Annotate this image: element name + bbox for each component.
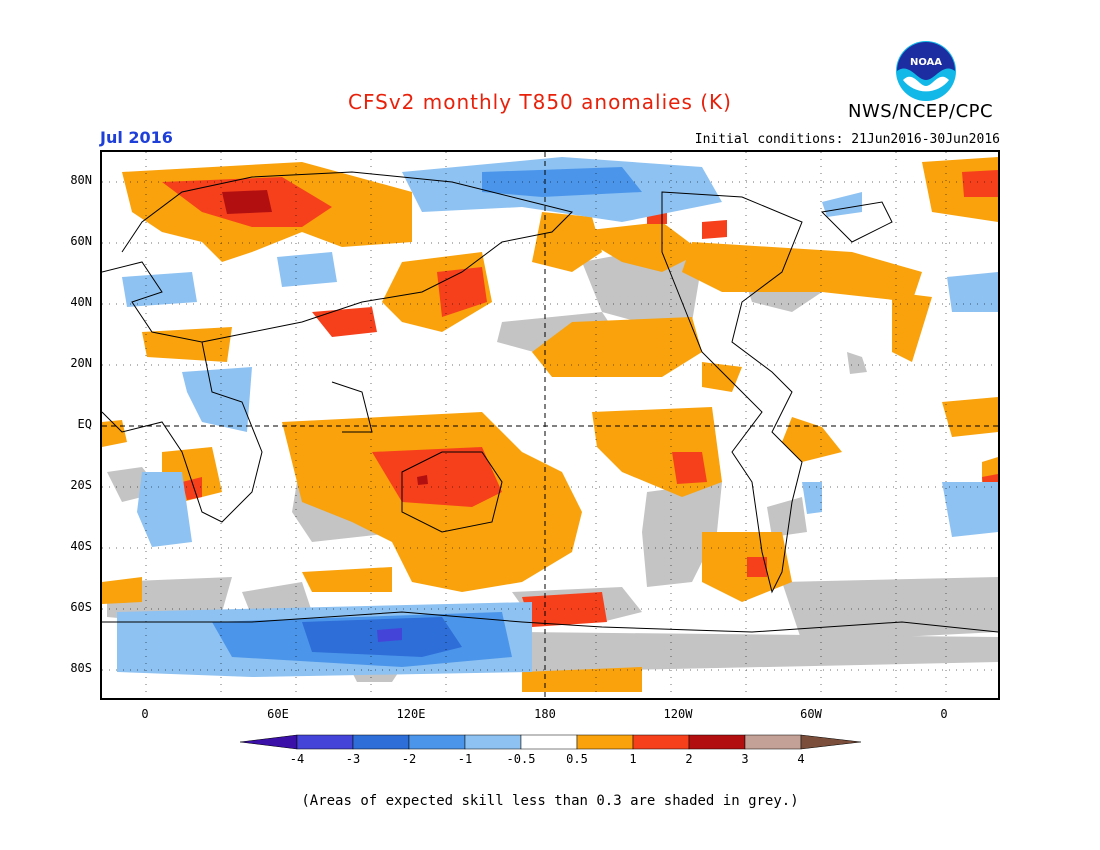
lon-label: 0: [141, 707, 149, 721]
colorbar-label: 4: [797, 752, 805, 766]
colorbar-segment: [296, 734, 354, 750]
colorbar-label: -2: [401, 752, 417, 766]
colorbar-label: 1: [629, 752, 637, 766]
noaa-logo: NOAA: [896, 41, 956, 101]
colorbar-label: 2: [685, 752, 693, 766]
colorbar-label: -4: [289, 752, 305, 766]
lat-label: 40S: [70, 539, 92, 553]
lat-label: 60S: [70, 600, 92, 614]
colorbar-segment: [240, 734, 298, 750]
colorbar-label: -1: [457, 752, 473, 766]
colorbar-label: 0.5: [566, 752, 588, 766]
lat-label: 40N: [70, 295, 92, 309]
svg-text:NOAA: NOAA: [910, 57, 942, 68]
lat-label: 20S: [70, 478, 92, 492]
colorbar-segment: [520, 734, 578, 750]
colorbar-segment: [744, 734, 802, 750]
anomaly-map: [100, 150, 1000, 700]
map-canvas: [102, 152, 998, 698]
lon-label: 0: [940, 707, 948, 721]
lat-label: EQ: [77, 417, 92, 431]
lat-label: 80N: [70, 173, 92, 187]
lat-label: 60N: [70, 234, 92, 248]
agency-label: NWS/NCEP/CPC: [848, 101, 994, 122]
lon-label: 120E: [396, 707, 426, 721]
colorbar-segment: [352, 734, 410, 750]
lat-label: 80S: [70, 661, 92, 675]
graticule: [102, 152, 998, 698]
colorbar-segment: [800, 734, 862, 750]
colorbar: [240, 734, 862, 750]
lon-label: 60W: [800, 707, 822, 721]
colorbar-segment: [632, 734, 690, 750]
lat-label: 20N: [70, 356, 92, 370]
chart-title: CFSv2 monthly T850 anomalies (K): [348, 90, 732, 114]
skill-footnote: (Areas of expected skill less than 0.3 a…: [301, 793, 799, 809]
target-month: Jul 2016: [100, 128, 173, 147]
lon-label: 180: [534, 707, 556, 721]
lon-label: 60E: [267, 707, 289, 721]
warm-anomaly-3: [222, 190, 428, 485]
equator-dateline: [102, 152, 998, 698]
colorbar-label: 3: [741, 752, 749, 766]
colorbar-segment: [576, 734, 634, 750]
colorbar-segment: [464, 734, 522, 750]
colorbar-segment: [408, 734, 466, 750]
lon-label: 120W: [663, 707, 693, 721]
cold-anomaly-4: [377, 628, 402, 642]
colorbar-label: -3: [345, 752, 361, 766]
colorbar-segment: [688, 734, 746, 750]
initial-conditions: Initial conditions: 21Jun2016-30Jun2016: [694, 132, 1000, 147]
colorbar-label: -0.5: [506, 752, 536, 766]
coastlines: [102, 171, 998, 633]
